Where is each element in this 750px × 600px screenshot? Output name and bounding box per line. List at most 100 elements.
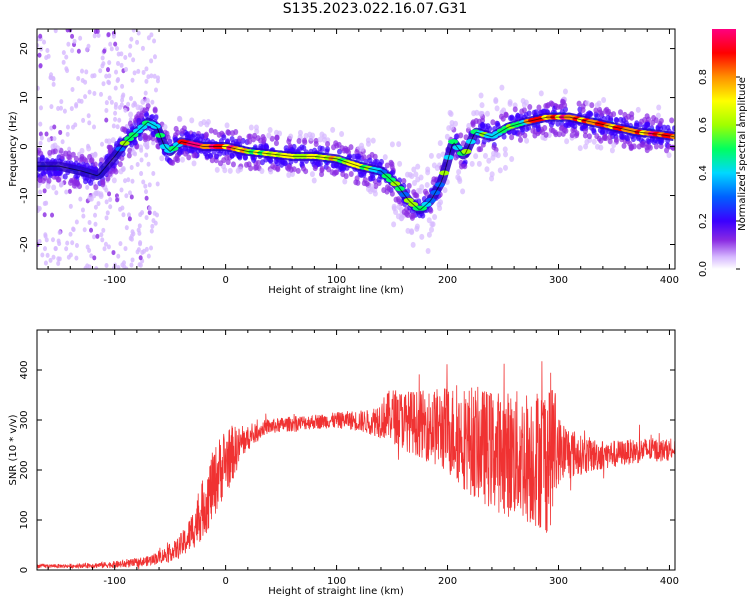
spectral-blob bbox=[453, 154, 459, 161]
spectral-blob bbox=[273, 140, 279, 147]
spectral-blob bbox=[162, 123, 168, 130]
noise-blob bbox=[99, 91, 104, 97]
spectral-blob bbox=[629, 111, 635, 118]
spectral-blob bbox=[413, 191, 419, 198]
y-tick-label: -10 bbox=[19, 187, 30, 203]
spectral-blob bbox=[73, 160, 79, 167]
spectral-blob bbox=[561, 126, 567, 133]
noise-blob bbox=[71, 227, 76, 233]
spectral-blob bbox=[117, 161, 123, 168]
noise-blob bbox=[137, 223, 142, 229]
noise-blob bbox=[147, 182, 152, 188]
noise-blob bbox=[100, 141, 105, 147]
spectral-blob bbox=[503, 151, 509, 158]
noise-blob bbox=[113, 110, 118, 116]
noise-blob bbox=[104, 215, 109, 221]
noise-blob bbox=[146, 35, 151, 41]
spectral-blob bbox=[512, 106, 518, 113]
noise-blob bbox=[99, 232, 104, 238]
noise-blob bbox=[62, 108, 67, 114]
y-tick-label: -20 bbox=[19, 236, 30, 252]
noise-blob bbox=[42, 188, 47, 194]
noise-blob bbox=[100, 55, 105, 61]
spectral-blob bbox=[63, 150, 69, 157]
spectral-blob bbox=[230, 161, 236, 168]
spectral-blob bbox=[625, 135, 631, 142]
spectral-blob bbox=[519, 126, 525, 133]
spectral-blob bbox=[536, 104, 542, 111]
noise-blob bbox=[51, 81, 56, 87]
noise-blob bbox=[92, 124, 97, 130]
spectrogram-plot bbox=[37, 29, 675, 269]
spectral-blob bbox=[405, 212, 411, 219]
spectral-blob bbox=[401, 178, 407, 185]
spectral-blob bbox=[354, 148, 360, 155]
noise-blob bbox=[109, 46, 114, 52]
noise-blob bbox=[120, 262, 125, 268]
spectral-blob bbox=[656, 104, 662, 111]
spectral-blob bbox=[173, 132, 179, 139]
spectral-blob bbox=[605, 114, 611, 121]
spectral-blob bbox=[37, 182, 41, 189]
noise-blob bbox=[89, 253, 94, 259]
noise-blob bbox=[128, 190, 133, 196]
noise-blob bbox=[44, 237, 49, 243]
spectral-blob bbox=[653, 117, 659, 124]
noise-blob bbox=[50, 212, 55, 218]
spectral-blob bbox=[289, 146, 295, 153]
spectral-blob bbox=[212, 129, 218, 136]
spectral-blob bbox=[621, 142, 627, 149]
noise-blob bbox=[144, 66, 149, 72]
noise-blob bbox=[151, 140, 156, 146]
spectral-blob bbox=[484, 110, 490, 117]
noise-blob bbox=[51, 254, 56, 260]
noise-blob bbox=[59, 105, 64, 111]
noise-blob bbox=[48, 74, 53, 80]
noise-blob bbox=[69, 106, 74, 112]
noise-blob bbox=[37, 85, 40, 91]
noise-blob bbox=[152, 210, 157, 216]
noise-blob bbox=[56, 106, 61, 112]
noise-blob bbox=[38, 63, 43, 69]
spectral-blob bbox=[247, 138, 253, 145]
spectral-blob bbox=[301, 137, 307, 144]
noise-blob bbox=[65, 124, 70, 130]
spectral-blob bbox=[639, 118, 645, 125]
spectral-blob bbox=[325, 140, 331, 147]
snr-x-axis-label-frame bbox=[36, 329, 676, 571]
noise-blob bbox=[44, 131, 49, 137]
spectral-blob bbox=[586, 133, 592, 140]
spectral-blob bbox=[389, 141, 395, 148]
noise-blob bbox=[102, 246, 107, 252]
y-axis-label: Frequency (Hz) bbox=[8, 111, 19, 187]
spectral-blob bbox=[538, 90, 544, 97]
spectral-blob bbox=[137, 135, 143, 142]
spectral-blob bbox=[247, 133, 253, 140]
noise-blob bbox=[80, 68, 85, 74]
spectral-blob bbox=[644, 147, 650, 154]
snr-line bbox=[37, 361, 675, 570]
noise-blob bbox=[144, 195, 149, 201]
noise-blob bbox=[61, 59, 66, 65]
spectral-blob bbox=[484, 166, 490, 173]
noise-blob bbox=[116, 253, 121, 259]
spectral-blob bbox=[310, 132, 316, 139]
noise-blob bbox=[124, 66, 129, 72]
noise-blob bbox=[118, 206, 123, 212]
spectral-blob bbox=[40, 170, 46, 177]
colorbar-tick-label: 0.4 bbox=[698, 165, 709, 181]
spectral-blob bbox=[107, 148, 113, 155]
noise-blob bbox=[129, 262, 134, 268]
spectral-blob bbox=[466, 122, 472, 129]
spectral-blob bbox=[339, 130, 345, 137]
noise-blob bbox=[107, 95, 112, 101]
noise-blob bbox=[130, 77, 135, 83]
spectral-blob bbox=[40, 177, 46, 184]
noise-blob bbox=[146, 161, 151, 167]
spectral-blob bbox=[319, 145, 325, 152]
x-tick-label: 0 bbox=[222, 275, 228, 286]
spectral-blob bbox=[359, 142, 365, 149]
spectral-blob bbox=[511, 129, 517, 136]
spectral-blob bbox=[100, 181, 106, 188]
spectral-blob bbox=[613, 136, 619, 143]
